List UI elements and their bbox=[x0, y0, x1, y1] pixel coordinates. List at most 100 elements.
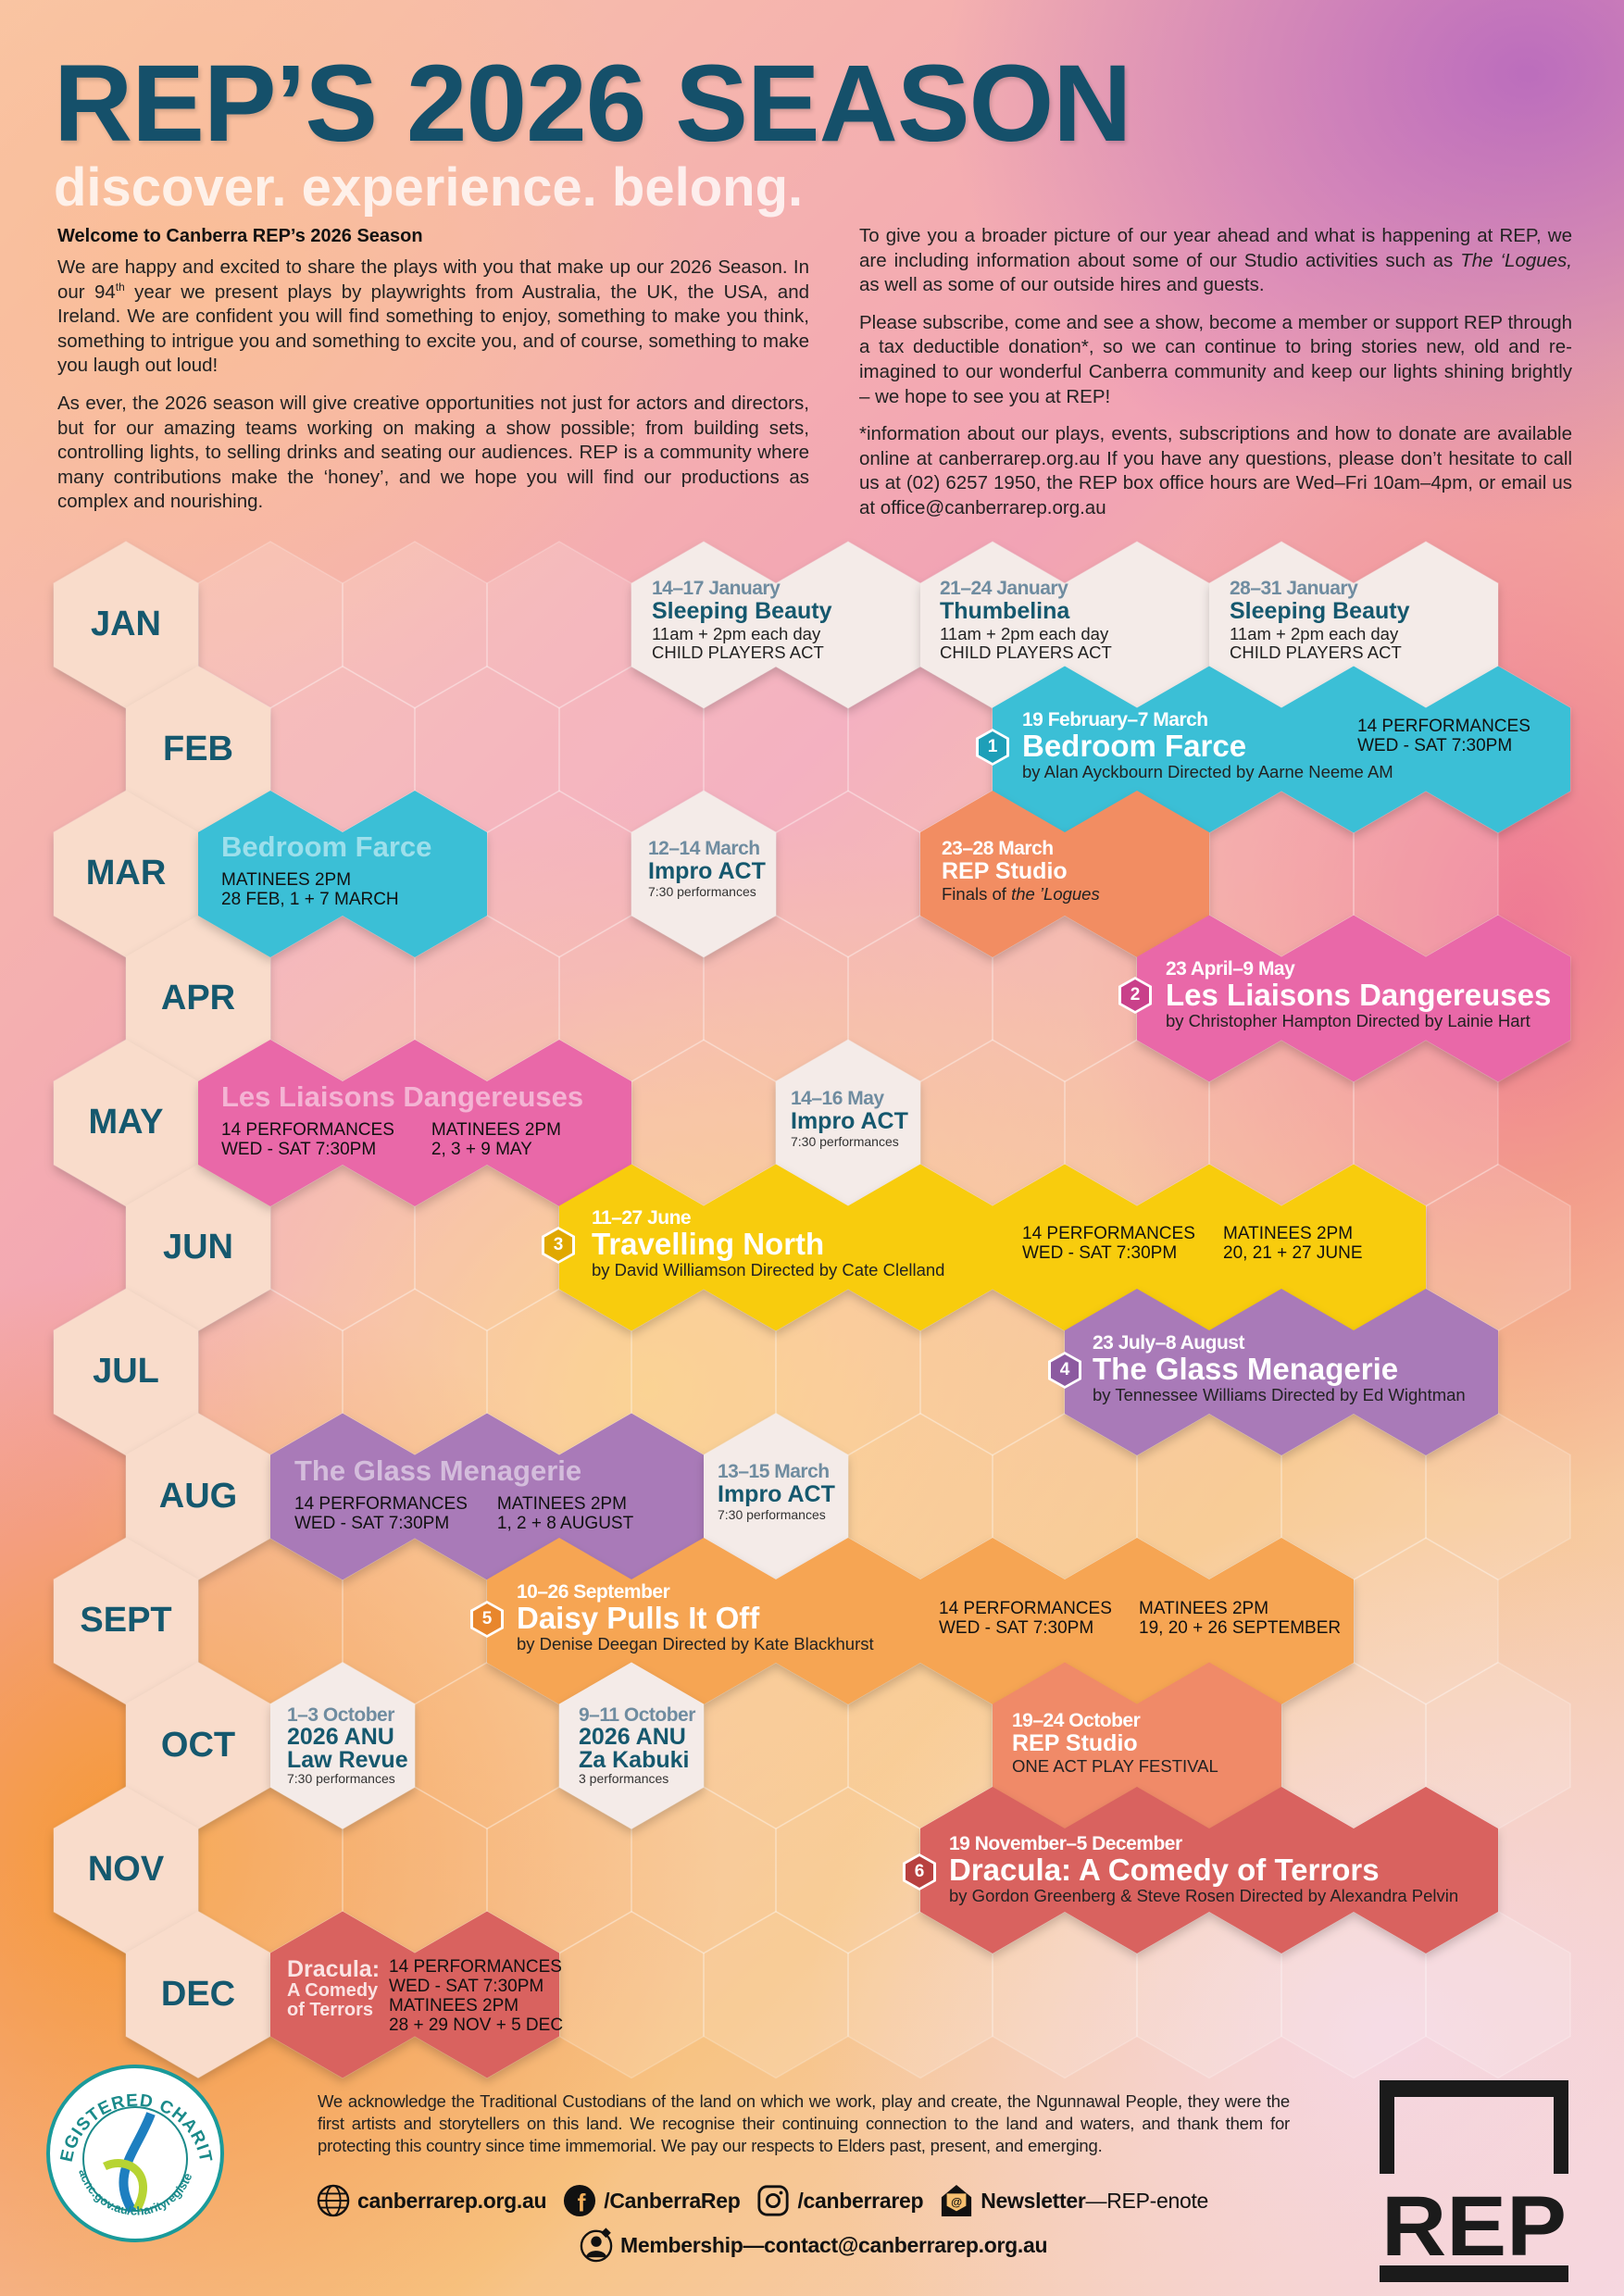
intro-paragraph: Please subscribe, come and see a show, b… bbox=[859, 311, 1572, 407]
event-dracula-matinees[interactable]: Dracula: A Comedy of Terrors 14 PERFORMA… bbox=[287, 1957, 563, 2035]
month-jun: JUN bbox=[162, 1227, 234, 1267]
event-les-liaisons-dangereuses[interactable]: 23 April–9 May Les Liaisons Dangereuses … bbox=[1166, 958, 1551, 1030]
event-title: Thumbelina bbox=[940, 598, 1070, 625]
intro-paragraph: As ever, the 2026 season will give creat… bbox=[57, 392, 809, 513]
impro-march-hex-band bbox=[631, 791, 776, 957]
svg-text:@: @ bbox=[951, 2196, 962, 2209]
event-sleeping-beauty-2[interactable]: 28–31 January Sleeping Beauty 11am + 2pm… bbox=[1230, 578, 1410, 662]
month-hex bbox=[54, 1040, 198, 1206]
month-oct: OCT bbox=[160, 1725, 236, 1765]
event-impro-act-march[interactable]: 12–14 March Impro ACT 7:30 performances bbox=[648, 838, 766, 899]
event-title: Impro ACT bbox=[648, 858, 766, 885]
performance-info: 14 PERFORMANCES WED - SAT 7:30PM bbox=[221, 1120, 394, 1159]
event-times: 11am + 2pm each day bbox=[1230, 623, 1399, 643]
event-bedroom-farce[interactable]: 19 February–7 March Bedroom Farce by Ala… bbox=[1022, 709, 1393, 781]
month-hex bbox=[126, 1662, 270, 1829]
month-apr: APR bbox=[160, 978, 236, 1017]
event-credits: by Gordon Greenberg & Steve Rosen Direct… bbox=[949, 1885, 1459, 1905]
event-title: 2026 ANU bbox=[287, 1724, 394, 1751]
event-date: 9–11 October bbox=[579, 1704, 695, 1726]
event-note: Finals of the ’Logues bbox=[942, 883, 1100, 904]
performance-schedule: WED - SAT 7:30PM bbox=[1022, 1243, 1178, 1263]
event-title: Dracula: A Comedy of Terrors bbox=[949, 1853, 1380, 1888]
month-hex bbox=[54, 1787, 198, 1953]
matinee-info-row: 14 PERFORMANCES WED - SAT 7:30PM MATINEES… bbox=[221, 1120, 583, 1159]
event-date: 19 February–7 March bbox=[1022, 709, 1208, 730]
event-matinee-info: MATINEES 2PM 19, 20 + 26 SEPTEMBER bbox=[1139, 1599, 1341, 1638]
event-credits: by Denise Deegan Directed by Kate Blackh… bbox=[517, 1633, 874, 1653]
event-company: CHILD PLAYERS ACT bbox=[1230, 642, 1402, 662]
event-dracula[interactable]: 19 November–5 December Dracula: A Comedy… bbox=[949, 1833, 1458, 1905]
event-performance-info: 14 PERFORMANCES WED - SAT 7:30PM bbox=[1022, 1224, 1195, 1263]
event-title: Impro ACT bbox=[791, 1108, 908, 1135]
month-hex bbox=[54, 791, 198, 957]
website-link[interactable]: canberrarep.org.au bbox=[317, 2184, 547, 2217]
matinee-dates: 19, 20 + 26 SEPTEMBER bbox=[1139, 1618, 1342, 1638]
event-note: ONE ACT PLAY FESTIVAL bbox=[1012, 1755, 1218, 1776]
event-travelling-north[interactable]: 11–27 June Travelling North by David Wil… bbox=[592, 1207, 944, 1279]
performance-schedule: WED - SAT 7:30PM bbox=[389, 1977, 544, 1996]
event-date: 23 April–9 May bbox=[1166, 958, 1295, 980]
event-impro-act-may[interactable]: 14–16 May Impro ACT 7:30 performances bbox=[791, 1088, 908, 1149]
matinee-info-row: 14 PERFORMANCES WED - SAT 7:30PM MATINEES… bbox=[294, 1494, 633, 1533]
performance-count: 14 PERFORMANCES bbox=[1022, 1224, 1195, 1243]
event-glass-menagerie-matinees[interactable]: The Glass Menagerie 14 PERFORMANCES WED -… bbox=[294, 1454, 633, 1533]
dracula-hex-band bbox=[920, 1787, 1498, 1953]
event-sleeping-beauty-1[interactable]: 14–17 January Sleeping Beauty 11am + 2pm… bbox=[652, 578, 832, 662]
event-title: Bedroom Farce bbox=[221, 830, 432, 863]
glass-menagerie-matinees-hex-band bbox=[270, 1413, 704, 1580]
newsletter-envelope-icon: @ bbox=[942, 2184, 972, 2217]
superscript: th bbox=[115, 280, 125, 293]
event-date: 1–3 October bbox=[287, 1704, 394, 1726]
page-title: REP’S 2026 SEASON bbox=[54, 43, 1132, 165]
event-rep-studio-march[interactable]: 23–28 March REP Studio Finals of the ’Lo… bbox=[942, 838, 1100, 904]
month-hex bbox=[54, 1538, 198, 1704]
badge-number: 3 bbox=[544, 1229, 572, 1261]
event-title: Za Kabuki bbox=[579, 1747, 690, 1774]
event-za-kabuki[interactable]: 9–11 October 2026 ANU Za Kabuki 3 perfor… bbox=[579, 1704, 695, 1786]
event-title: Bedroom Farce bbox=[1022, 729, 1247, 764]
event-date: 21–24 January bbox=[940, 578, 1068, 599]
event-matinee-info: MATINEES 2PM 20, 21 + 27 JUNE bbox=[1223, 1224, 1363, 1263]
event-date: 28–31 January bbox=[1230, 578, 1358, 599]
performance-schedule: WED - SAT 7:30PM bbox=[939, 1618, 1094, 1638]
event-rep-studio-october[interactable]: 19–24 October REP Studio ONE ACT PLAY FE… bbox=[1012, 1710, 1218, 1776]
event-date: 23–28 March bbox=[942, 838, 1054, 859]
event-times: 11am + 2pm each day bbox=[652, 623, 821, 643]
event-glass-menagerie[interactable]: 23 July–8 August The Glass Menagerie by … bbox=[1093, 1332, 1466, 1404]
member-person-icon bbox=[580, 2227, 613, 2263]
matinee-time: MATINEES 2PM bbox=[431, 1120, 561, 1141]
badge-number: 5 bbox=[473, 1603, 501, 1635]
event-impro-act-august[interactable]: 13–15 March Impro ACT 7:30 performances bbox=[718, 1461, 835, 1522]
matinee-dates: 20, 21 + 27 JUNE bbox=[1223, 1243, 1363, 1263]
rep-logo: REP bbox=[1380, 2080, 1568, 2282]
jan-event-2-hex-band bbox=[920, 542, 1209, 708]
event-date: 14–17 January bbox=[652, 578, 781, 599]
travelling-north-hex-band bbox=[559, 1164, 1426, 1331]
event-title: Travelling North bbox=[592, 1227, 825, 1262]
event-bedroom-farce-matinees[interactable]: Bedroom Farce MATINEES 2PM 28 FEB, 1 + 7… bbox=[221, 830, 432, 909]
badge-number: 4 bbox=[1051, 1354, 1079, 1386]
facebook-link[interactable]: f /CanberraRep bbox=[563, 2184, 741, 2217]
event-daisy-pulls-it-off[interactable]: 10–26 September Daisy Pulls It Off by De… bbox=[517, 1581, 874, 1653]
event-anu-law-revue[interactable]: 1–3 October 2026 ANU Law Revue 7:30 perf… bbox=[287, 1704, 408, 1786]
badge-number: 2 bbox=[1121, 980, 1149, 1011]
event-times: 11am + 2pm each day bbox=[940, 623, 1109, 643]
italic-text: the ’Logues bbox=[1011, 883, 1100, 904]
month-jan: JAN bbox=[90, 605, 162, 643]
tagline: discover. experience. belong. bbox=[54, 157, 804, 218]
matinee-dates: 28 + 29 NOV + 5 DEC bbox=[389, 2015, 564, 2035]
matinee-time: MATINEES 2PM bbox=[496, 1494, 627, 1515]
text: as well as some of our outside hires and… bbox=[859, 274, 1265, 296]
month-sept: SEPT bbox=[80, 1601, 172, 1640]
event-thumbelina[interactable]: 21–24 January Thumbelina 11am + 2pm each… bbox=[940, 578, 1112, 662]
instagram-link[interactable]: /canberrarep bbox=[756, 2184, 924, 2217]
event-title-block: Dracula: A Comedy of Terrors bbox=[287, 1957, 380, 2035]
event-les-liaisons-matinees[interactable]: Les Liaisons Dangereuses 14 PERFORMANCES… bbox=[221, 1080, 583, 1159]
newsletter-link[interactable]: @ Newsletter—REP-enote bbox=[940, 2183, 1208, 2218]
event-title: Law Revue bbox=[287, 1747, 408, 1774]
membership-contact-link[interactable]: Membership—contact@canberrarep.org.au bbox=[580, 2227, 1048, 2263]
event-date: 11–27 June bbox=[592, 1207, 692, 1229]
event-date: 19 November–5 December bbox=[949, 1833, 1182, 1854]
